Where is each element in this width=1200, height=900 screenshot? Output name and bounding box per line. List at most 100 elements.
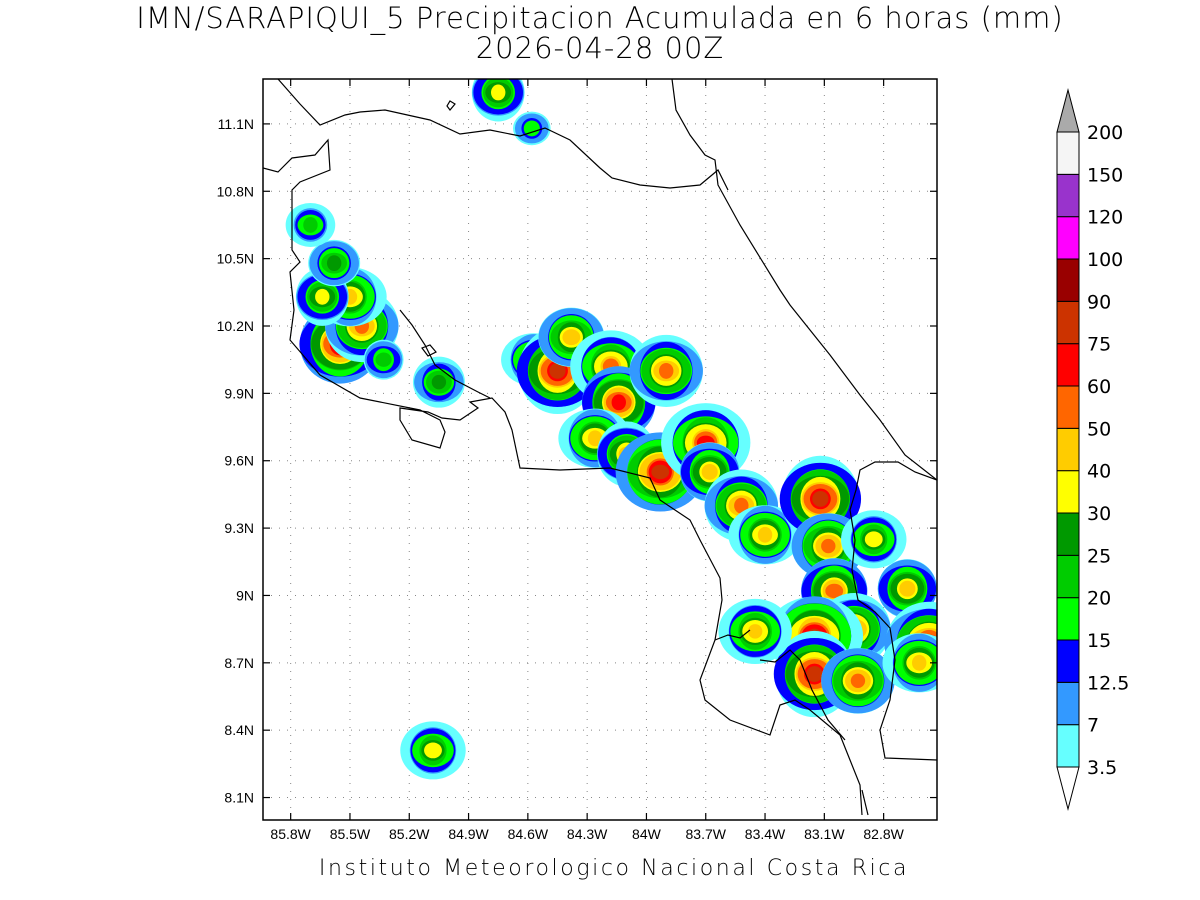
colorbar-label: 7 [1087, 715, 1099, 737]
lat-tick-label: 9.6N [224, 453, 254, 469]
colorbar-box [1056, 681, 1080, 726]
colorbar-label: 20 [1087, 588, 1111, 610]
precip-contour [303, 217, 318, 233]
gulf-of-nicoya [399, 309, 491, 399]
colorbar-label: 15 [1087, 630, 1111, 652]
golfo-dulce [759, 649, 846, 741]
colorbar-box [1056, 639, 1080, 683]
lon-tick-label: 83.7W [686, 826, 727, 842]
map-title: IMN/SARAPIQUI_5 Precipitacion Acumulada … [136, 1, 1064, 35]
precip-contour [812, 490, 829, 507]
caribbean-coastline [671, 79, 937, 481]
precip-cell [363, 339, 404, 380]
lon-tick-label: 82.8W [863, 826, 904, 842]
lat-tick-label: 9.3N [224, 520, 254, 536]
colorbar-label: 100 [1087, 249, 1123, 271]
precip-contour [424, 742, 442, 759]
precip-contour [757, 526, 773, 543]
lon-tick-label: 85.8W [270, 826, 311, 842]
precip-contour [912, 654, 927, 671]
precipitation-field [285, 79, 937, 780]
precip-contour [850, 673, 866, 688]
precip-contour [491, 84, 506, 101]
lon-tick-label: 85.2W [389, 826, 430, 842]
lon-tick-label: 84.3W [567, 826, 608, 842]
panama-border [849, 461, 937, 816]
precip-cell [285, 202, 336, 247]
plot-frame [262, 78, 938, 821]
colorbar-box [1056, 597, 1080, 641]
precip-cell [882, 633, 937, 693]
pacific-coastline [263, 138, 863, 816]
colorbar-box [1056, 258, 1080, 302]
axes: 85.8W 85.5W 85.2W 84.9W 84.6W 84.3W 84W 83.7W 83… [217, 79, 937, 842]
precip-contour [701, 464, 718, 480]
colorbar-label: 150 [1087, 164, 1123, 186]
lat-tick-label: 11.1N [218, 116, 254, 132]
precip-cell [629, 334, 703, 407]
colorbar-label: 90 [1087, 291, 1111, 313]
colorbar-box [1056, 300, 1080, 345]
precip-contour [734, 497, 749, 514]
precip-contour [587, 430, 603, 447]
colorbar-box [1056, 131, 1080, 175]
osa-peninsula [714, 629, 751, 641]
lat-tick-label: 10.2N [217, 318, 254, 334]
precip-cell [821, 647, 895, 714]
lon-tick-label: 83.1W [804, 826, 845, 842]
precip-cell [412, 356, 465, 408]
lon-tick-label: 84.9W [448, 826, 489, 842]
colorbar-box [1056, 512, 1080, 556]
precip-contour [821, 538, 836, 554]
colorbar-box [1056, 343, 1080, 387]
colorbar-box [1056, 724, 1080, 768]
precip-contour [864, 531, 883, 548]
colorbar-box [1056, 173, 1080, 218]
lat-tick-label: 10.5N [217, 251, 254, 267]
precip-contour [825, 583, 844, 599]
precip-contour [431, 374, 447, 390]
lon-tick-label: 85.5W [330, 826, 371, 842]
lat-tick-label: 8.1N [224, 790, 254, 806]
precip-contour [523, 120, 540, 137]
precip-contour [651, 464, 670, 480]
lon-tick-label: 84.6W [508, 826, 549, 842]
precip-contour [747, 624, 763, 639]
precip-cell [308, 239, 361, 287]
lat-tick-label: 9N [236, 587, 254, 603]
precip-contour [549, 362, 566, 379]
colorbar-box [1056, 470, 1080, 514]
colorbar-box [1056, 216, 1080, 260]
colorbar-box [1056, 554, 1080, 599]
precip-cell [718, 598, 792, 664]
nicaragua-lake-shore [277, 79, 729, 191]
colorbar-label: 75 [1087, 334, 1111, 356]
lat-tick-label: 8.4N [224, 722, 254, 738]
colorbar-box [1056, 427, 1080, 472]
colorbar-label: 60 [1087, 376, 1111, 398]
nicoya-islet [421, 344, 437, 357]
colorbar-label: 30 [1087, 503, 1111, 525]
colorbar-label: 40 [1087, 461, 1111, 483]
precip-cell [841, 510, 907, 569]
lon-tick-label: 84W [632, 826, 662, 842]
colorbar-label: 25 [1087, 545, 1111, 567]
map-valid-time: 2026-04-28 00Z [475, 31, 725, 65]
colorbar-box [1056, 385, 1080, 429]
lat-tick-label: 8.7N [224, 655, 254, 671]
lake-islet [446, 100, 456, 111]
colorbar-label: 12.5 [1087, 672, 1129, 694]
lat-tick-label: 9.9N [224, 385, 254, 401]
precip-contour [806, 666, 823, 682]
precip-contour [375, 352, 392, 367]
precip-contour [899, 580, 916, 597]
precip-contour [315, 288, 330, 305]
lon-tick-label: 83.4W [745, 826, 786, 842]
colorbar-label: 3.5 [1087, 757, 1117, 779]
colorbar-over-arrow [1056, 88, 1080, 133]
colorbar: 3.5 7 12.5 15 20 25 30 40 50 60 75 90 100 120 150 200 [1056, 88, 1129, 811]
precip-contour [562, 329, 581, 346]
precip-cell [471, 79, 525, 122]
precip-cell [538, 307, 605, 367]
